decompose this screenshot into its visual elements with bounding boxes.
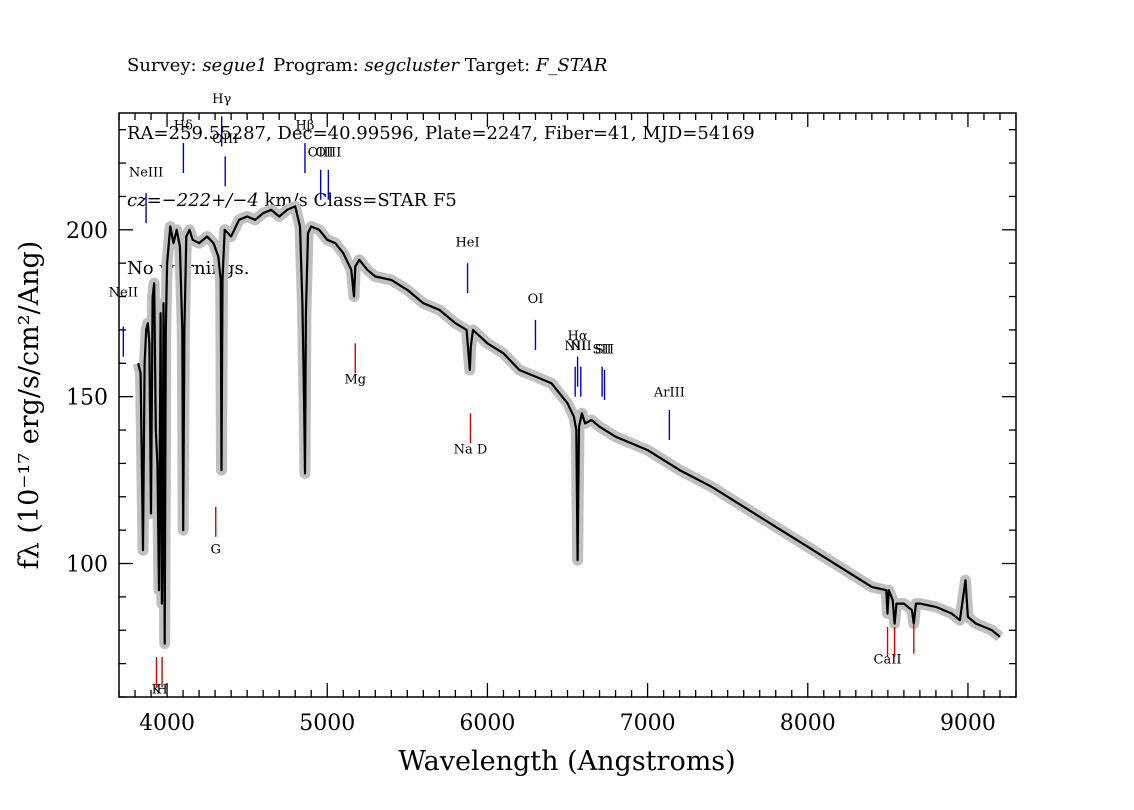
- line-marker-label: K: [152, 683, 162, 698]
- line-marker-label: OIII: [308, 145, 334, 160]
- error-band-path: [132, 200, 1004, 650]
- target-value: F_STAR: [535, 55, 608, 76]
- cz-label: cz=: [127, 190, 162, 211]
- line-marker-label: NeIII: [129, 165, 163, 180]
- line-marker-label: HeI: [455, 235, 479, 250]
- y-tick-label: 200: [66, 219, 108, 244]
- x-axis-title: Wavelength (Angstroms): [398, 746, 735, 777]
- target-label: Target:: [459, 55, 536, 76]
- y-tick-label: 150: [66, 386, 108, 411]
- line-marker-label: NII: [564, 339, 586, 354]
- line-marker-label: Hδ: [174, 119, 193, 134]
- x-tick-label: 4000: [139, 711, 195, 736]
- line-marker-label: SII: [593, 342, 612, 357]
- y-axis-title: fλ (10⁻¹⁷ erg/s/cm²/Ang): [14, 241, 45, 570]
- line-marker-label: G: [211, 543, 221, 558]
- line-marker-label: Hγ: [212, 92, 231, 107]
- survey-value: segue1: [202, 55, 268, 76]
- program-value: segcluster: [364, 55, 459, 76]
- survey-label: Survey:: [127, 55, 203, 76]
- line-marker-label: Mg: [344, 372, 366, 387]
- header-line-coordinates: RA=259.55287, Dec=40.99596, Plate=2247, …: [127, 122, 755, 144]
- x-tick-label: 7000: [620, 711, 676, 736]
- x-tick-label: 5000: [299, 711, 355, 736]
- line-marker-label: H: [156, 683, 167, 698]
- x-tick-label: 9000: [940, 711, 996, 736]
- spectrum-header: Survey: segue1 Program: segcluster Targe…: [127, 10, 755, 303]
- line-marker-label: CaII: [874, 653, 902, 668]
- flux-line: [137, 205, 1001, 645]
- line-marker-label: ArIII: [653, 386, 685, 401]
- line-marker-label: NII: [570, 339, 592, 354]
- x-tick-label: 6000: [459, 711, 515, 736]
- x-tick-label: 8000: [780, 711, 836, 736]
- program-label: Program:: [267, 55, 365, 76]
- header-line-survey: Survey: segue1 Program: segcluster Targe…: [127, 55, 755, 78]
- error-band: [132, 200, 1004, 650]
- y-tick-label: 100: [66, 553, 108, 578]
- line-marker-label: Hβ: [296, 119, 315, 134]
- line-marker-label: OI: [528, 292, 544, 307]
- line-marker-label: SII: [595, 342, 614, 357]
- line-marker-label: Na D: [454, 442, 488, 457]
- line-marker-label: OIII: [315, 145, 341, 160]
- cz-value: −222+/−4: [161, 190, 259, 211]
- line-marker-label: NeII: [109, 286, 138, 301]
- line-marker-label: OIII: [212, 132, 238, 147]
- line-marker-label: Hα: [568, 329, 588, 344]
